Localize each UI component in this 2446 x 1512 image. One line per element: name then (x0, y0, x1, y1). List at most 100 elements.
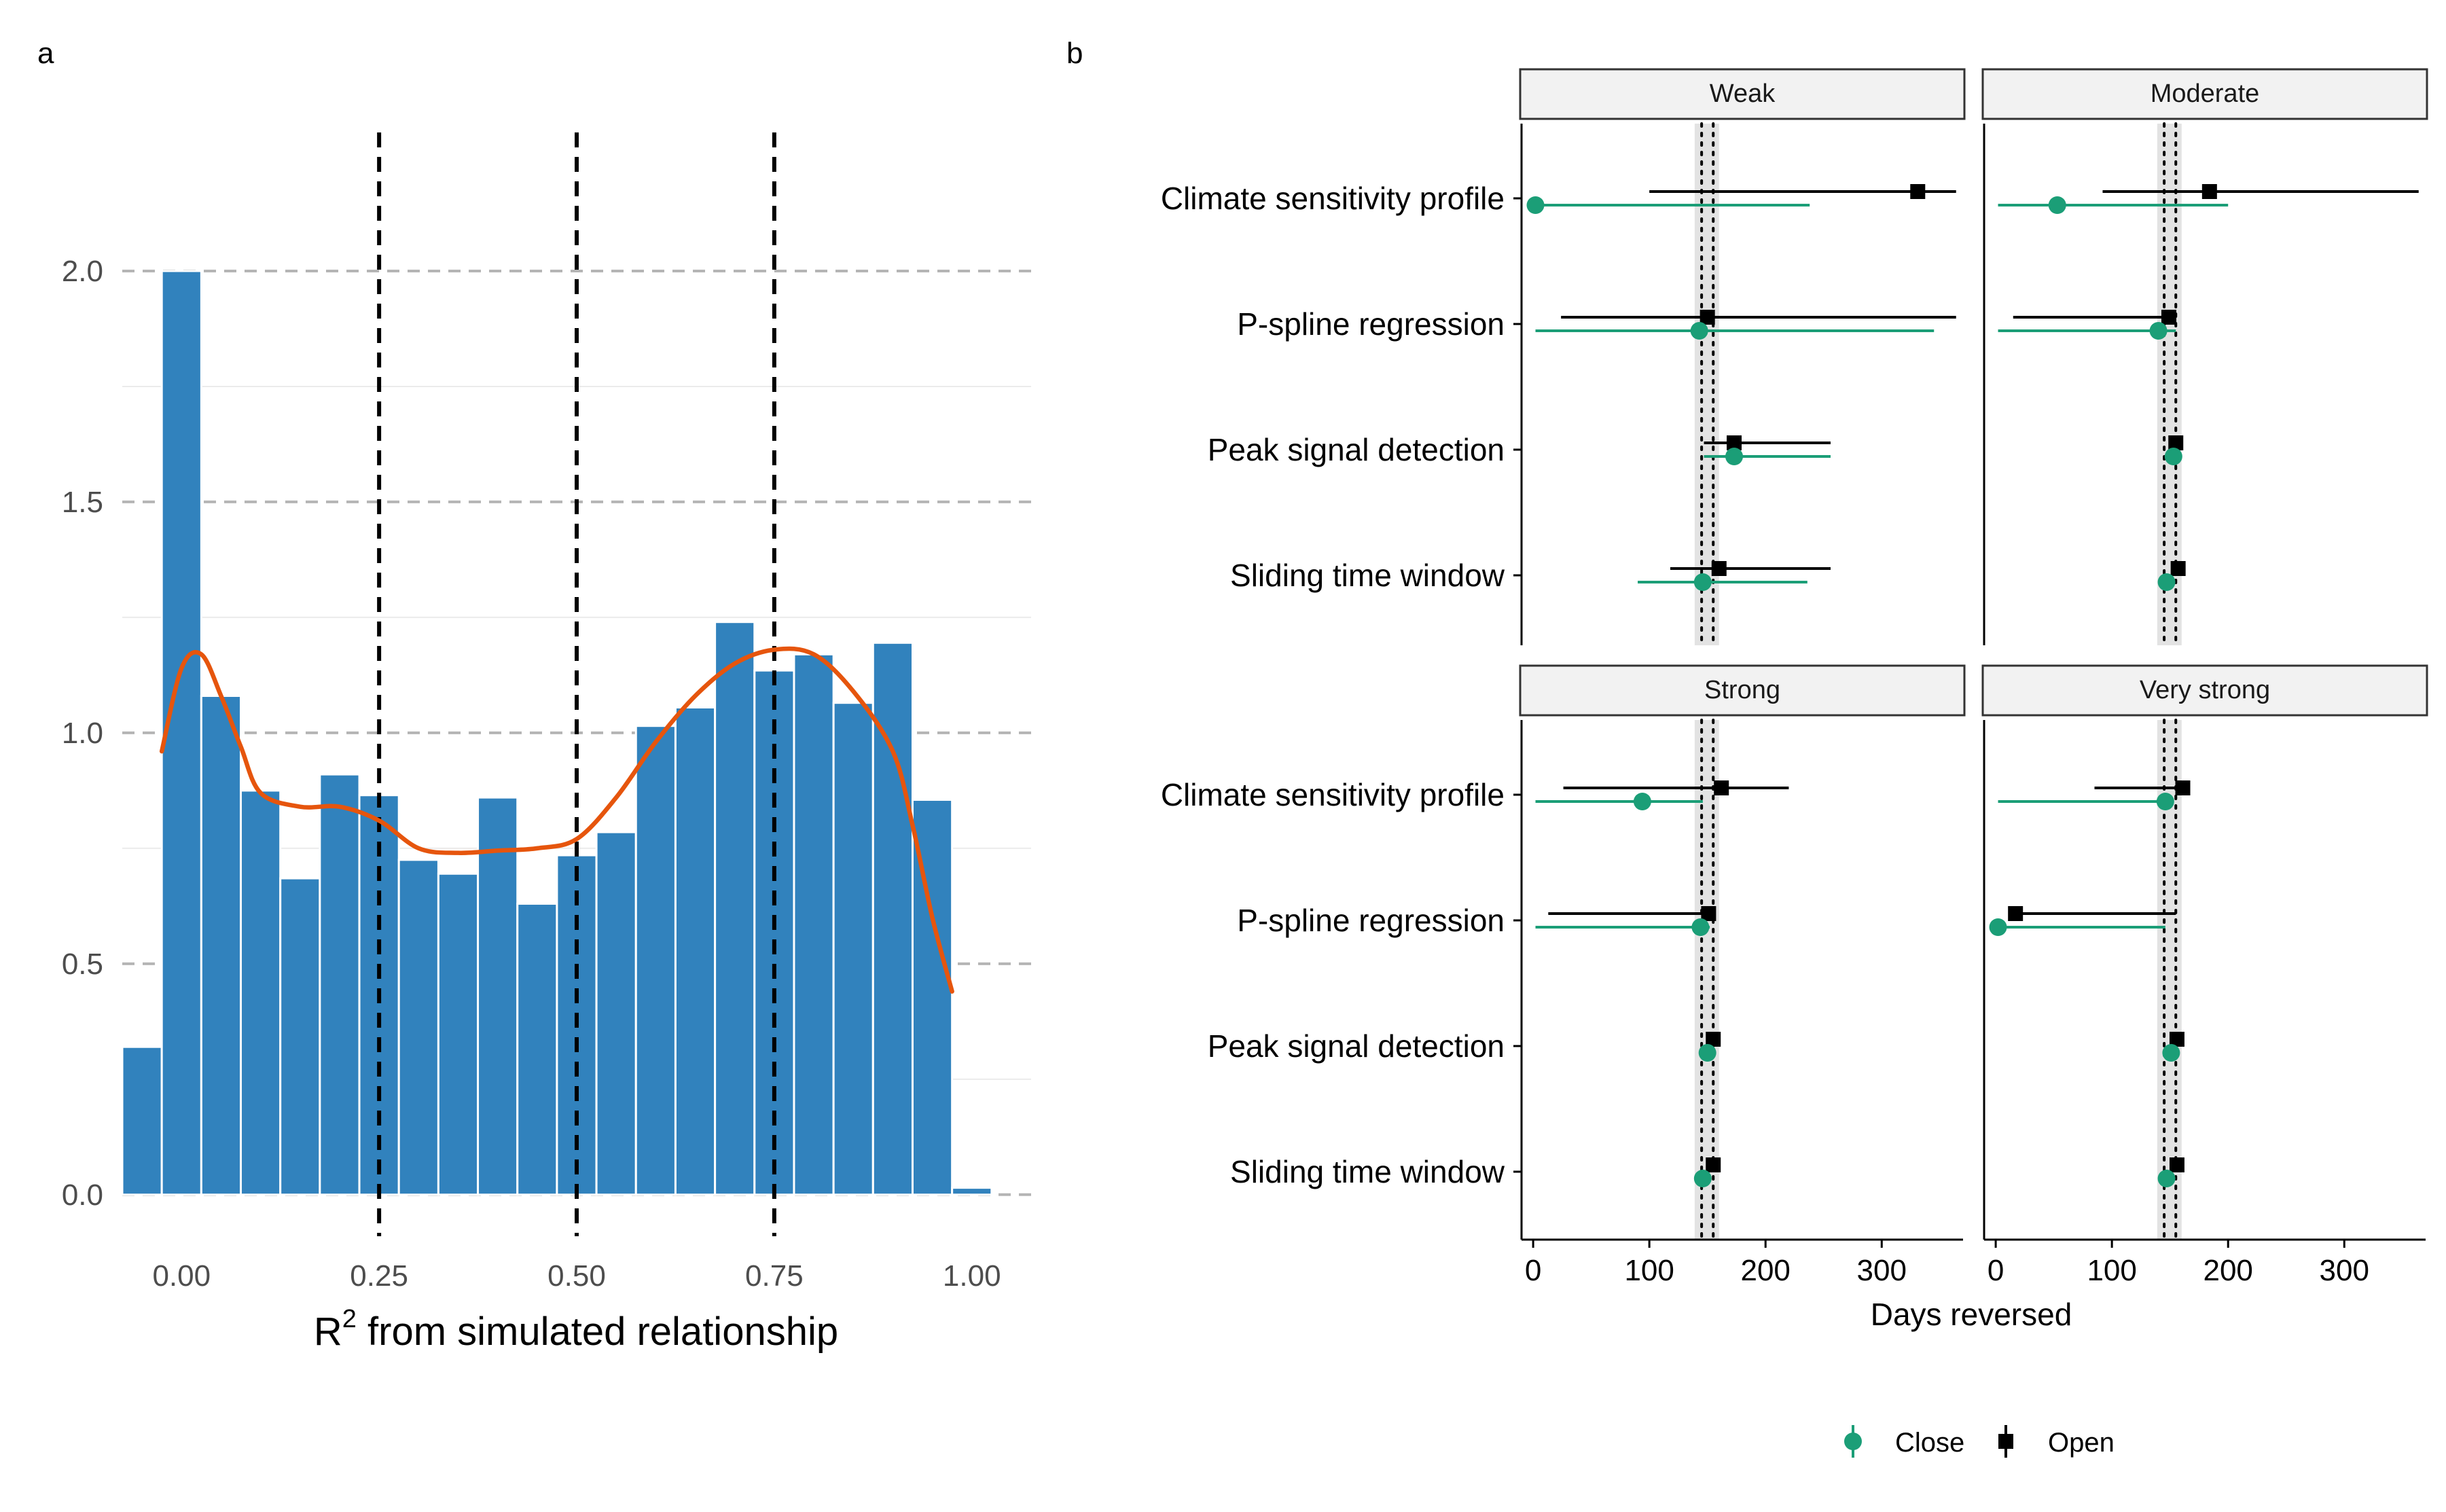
a-x-tick-label: 0.25 (350, 1259, 408, 1293)
b-method-label: P-spline regression (1237, 903, 1505, 938)
b-close-point (1526, 196, 1545, 214)
b-open-point (1727, 435, 1742, 450)
b-close-point (1698, 1044, 1716, 1062)
a-bar (397, 859, 439, 1196)
b-facet-moderate: Moderate (1981, 68, 2428, 647)
a-bar (319, 773, 361, 1196)
b-open-point (2161, 310, 2176, 325)
a-bar (279, 877, 321, 1196)
a-x-tick-label: 0.50 (547, 1259, 606, 1293)
a-x-tick-labels: 0.00 0.25 0.50 0.75 1.00 (152, 1259, 1001, 1293)
b-close-point (1693, 573, 1712, 591)
b-x-axis-title: Days reversed (1871, 1297, 2072, 1332)
b-reference-band (2157, 124, 2182, 645)
a-histogram-bars (121, 270, 993, 1196)
a-bar (634, 725, 677, 1196)
a-y-tick-label: 0.5 (62, 948, 103, 981)
b-close-point (1633, 793, 1651, 810)
a-y-tick-label: 2.0 (62, 255, 103, 288)
b-method-labels: Climate sensitivity profile P-spline regr… (1161, 181, 1505, 1189)
b-method-label: Climate sensitivity profile (1161, 181, 1505, 216)
b-x-tick-label: 300 (1857, 1254, 1907, 1287)
b-reference-band (1694, 720, 1719, 1240)
b-close-point (2162, 1044, 2180, 1062)
b-x-tick-label: 0 (1988, 1254, 2004, 1287)
a-y-tick-label: 1.0 (62, 717, 103, 750)
b-open-point (2008, 906, 2024, 921)
a-y-tick-label: 1.5 (62, 486, 103, 519)
b-open-point (2175, 780, 2191, 795)
b-facet-strip (1981, 664, 2428, 717)
b-close-point (1725, 448, 1744, 465)
a-x-tick-label: 0.75 (745, 1259, 804, 1293)
a-bar (240, 789, 282, 1196)
a-bar (160, 270, 202, 1196)
b-method-label: Climate sensitivity profile (1161, 777, 1505, 812)
a-y-tick-labels: 0.0 0.5 1.0 1.5 2.0 (62, 255, 103, 1212)
b-open-point (2169, 1032, 2184, 1047)
b-x-tick-label: 100 (1624, 1254, 1674, 1287)
b-method-label: Sliding time window (1230, 558, 1505, 593)
a-bar (516, 902, 558, 1196)
b-legend-close-marker (1844, 1433, 1862, 1450)
b-method-label: Sliding time window (1230, 1154, 1505, 1189)
a-bar (793, 653, 835, 1196)
b-close-point (2157, 1170, 2176, 1187)
a-x-axis-title: R2 from simulated relationship (314, 1305, 838, 1354)
b-open-point (1711, 561, 1727, 576)
b-x-tick-label: 0 (1525, 1254, 1541, 1287)
a-bar (714, 621, 756, 1196)
b-x-tick-label: 100 (2087, 1254, 2136, 1287)
b-close-point (2048, 196, 2066, 214)
b-facet-strip (1519, 68, 1966, 120)
a-bar (951, 1187, 993, 1196)
b-close-point (1690, 322, 1708, 340)
b-facet-very-strong: Very strong (1981, 664, 2428, 1248)
b-open-point (1701, 906, 1716, 921)
a-bar (832, 702, 874, 1196)
b-open-point (1910, 184, 1926, 199)
b-legend-close-label: Close (1895, 1428, 1964, 1458)
a-x-tick-label: 0.00 (152, 1259, 211, 1293)
b-facet-strip (1981, 68, 2428, 120)
b-close-point (2164, 448, 2182, 465)
panel-b-point-ranges: Weak Moderate Strong Very strong Climate se… (1161, 68, 2428, 1458)
b-facet-strip-label: Very strong (2140, 676, 2270, 704)
b-open-point (2169, 1157, 2184, 1172)
b-open-point (2201, 184, 2217, 199)
b-method-label: Peak signal detection (1208, 1028, 1505, 1064)
b-open-point (2168, 435, 2184, 450)
b-legend: Close Open (1844, 1425, 2115, 1458)
a-bar (121, 1045, 163, 1196)
b-x-tick-label: 300 (2320, 1254, 2369, 1287)
b-open-point (1699, 310, 1715, 325)
a-bar (595, 831, 637, 1196)
b-open-point (1706, 1032, 1721, 1047)
a-x-tick-label: 1.00 (943, 1259, 1001, 1293)
panel-a-histogram: 0.0 0.5 1.0 1.5 2.0 0.00 0.25 0.50 0.75 1.00 R2 … (62, 132, 1031, 1354)
b-close-point (2149, 322, 2168, 340)
b-close-point (2156, 793, 2174, 810)
a-bar (437, 872, 480, 1196)
b-facet-strip-label: Strong (1704, 676, 1780, 704)
b-close-point (1693, 1170, 1712, 1187)
b-legend-open-marker (1998, 1434, 2013, 1449)
b-open-point (2170, 561, 2186, 576)
b-method-label: Peak signal detection (1208, 432, 1505, 467)
b-close-point (1691, 918, 1710, 936)
b-x-tick-label: 200 (2203, 1254, 2252, 1287)
a-vertical-reference-lines (377, 132, 776, 1236)
panel-b-label: b (1066, 37, 1083, 70)
b-reference-band (1694, 124, 1719, 645)
panel-a-label: a (37, 37, 54, 70)
b-facets: Weak Moderate Strong Very strong (1513, 68, 2428, 1248)
b-open-point (1706, 1157, 1721, 1172)
b-facet-strip (1519, 664, 1966, 717)
a-y-tick-label: 0.0 (62, 1178, 103, 1212)
b-open-point (1714, 780, 1729, 795)
b-facet-strong: Strong (1513, 664, 1966, 1248)
a-bar (477, 796, 519, 1196)
b-legend-open-label: Open (2048, 1428, 2115, 1458)
a-density-curve (159, 646, 954, 994)
b-x-tick-label: 200 (1740, 1254, 1790, 1287)
